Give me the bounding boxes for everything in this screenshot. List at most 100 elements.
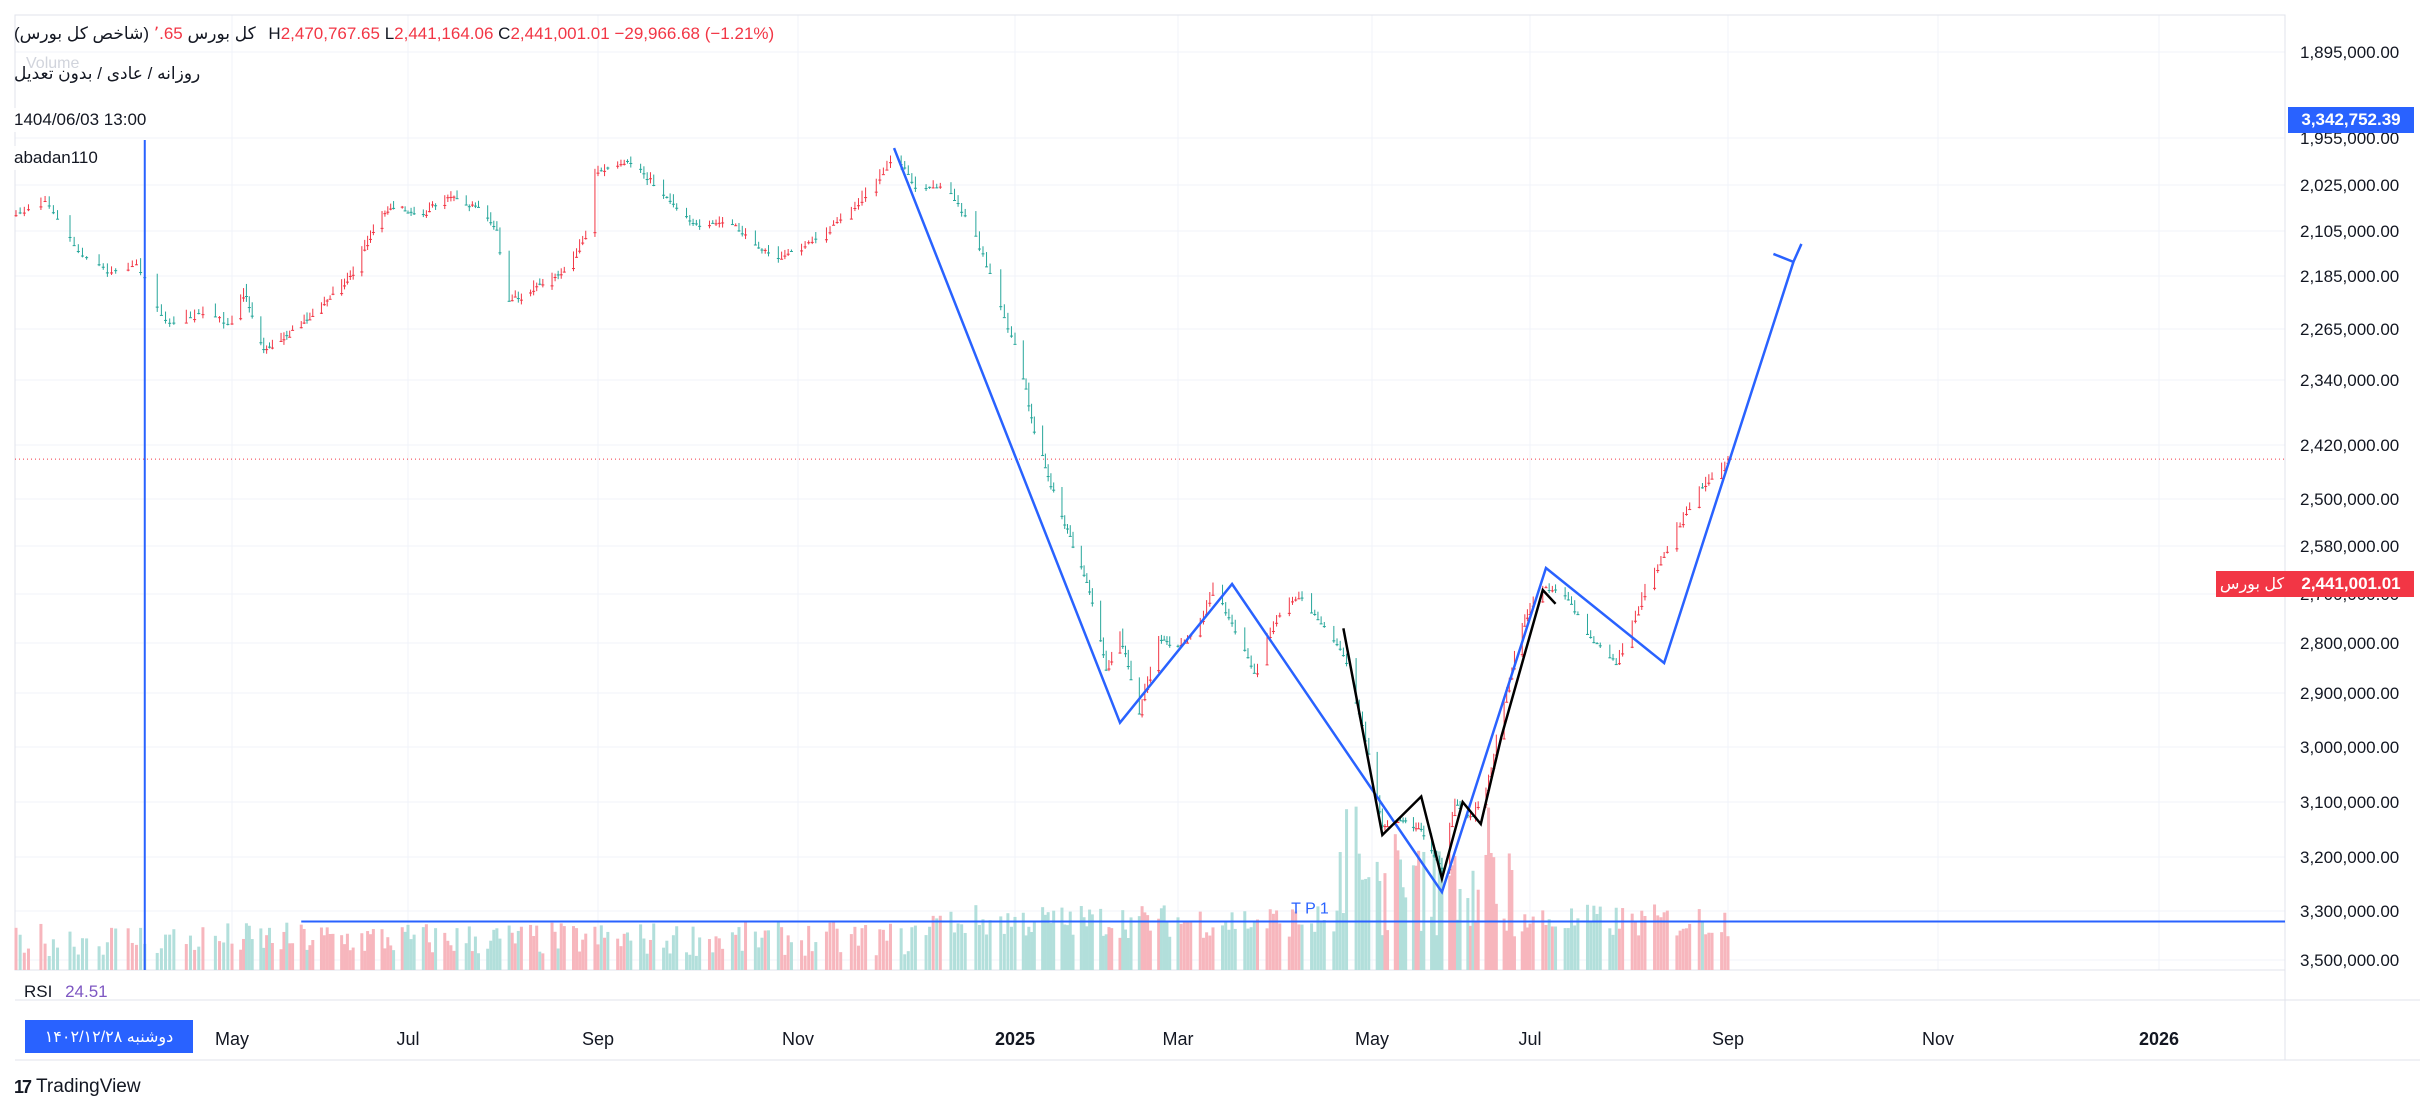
candle (1300, 591, 1304, 602)
candle-body (26, 209, 30, 211)
candle (780, 251, 784, 260)
candle (386, 206, 390, 215)
candle-body (757, 247, 761, 249)
crosshair-date-flag: دوشنبه ۱۴۰۲/۱۲/۲۸ (25, 1020, 193, 1053)
candle (1162, 635, 1166, 641)
y-tick-label: 2,105,000.00 (2300, 222, 2399, 241)
candle-body (1126, 665, 1130, 667)
volume-bar (599, 925, 603, 970)
candle-body (714, 223, 718, 225)
candle (807, 240, 811, 245)
volume-bar (766, 930, 770, 970)
rsi-legend[interactable]: RSI 24.51 (24, 982, 108, 1002)
candle (14, 210, 18, 217)
volume-bar (835, 928, 839, 970)
volume-bar (1404, 897, 1408, 970)
candle-body (698, 225, 702, 227)
volume-bar (1137, 916, 1141, 970)
close-value: 2,441,001.01 (510, 24, 610, 43)
volume-bar (1608, 928, 1612, 970)
candle-body (924, 188, 928, 190)
candle-body (553, 277, 557, 279)
volume-bar (265, 935, 269, 970)
volume-bar (380, 929, 384, 970)
candle (1656, 564, 1660, 574)
volume-bar (1143, 912, 1147, 970)
candle (1440, 857, 1444, 873)
candle (1090, 588, 1094, 607)
volume-bar (800, 940, 804, 970)
volume-bar (319, 927, 323, 970)
volume-bar (593, 926, 597, 970)
candle (1290, 596, 1294, 605)
candle-body (949, 193, 953, 195)
candle (134, 259, 138, 266)
candle (1287, 597, 1291, 617)
candle (1688, 502, 1692, 511)
candle (197, 309, 201, 315)
candle-body (1211, 594, 1215, 596)
volume-bar (279, 949, 283, 970)
volume-bar (928, 926, 932, 970)
volume-bar (1430, 916, 1434, 970)
candle-body (878, 179, 882, 181)
candle (22, 206, 26, 217)
y-tick-label: 3,200,000.00 (2300, 848, 2399, 867)
candle (642, 166, 646, 179)
plot-frame (14, 14, 2286, 971)
volume-bar (1541, 910, 1545, 970)
candle (629, 156, 633, 168)
candle (1006, 312, 1010, 333)
candle (665, 196, 669, 199)
candle (1211, 582, 1215, 596)
volume-bar (1432, 851, 1436, 970)
volume-bar (619, 946, 623, 970)
volume-bar (244, 923, 248, 970)
candle-body (348, 275, 352, 277)
volume-bar (1653, 904, 1657, 970)
volume-bar (578, 951, 582, 970)
candle (1021, 340, 1025, 380)
candle (913, 176, 917, 192)
volume-bar (1032, 922, 1036, 970)
candle (688, 215, 692, 226)
candle-body (244, 296, 248, 298)
candle (412, 206, 416, 216)
candle-body (1550, 590, 1554, 592)
candle (1598, 642, 1602, 648)
volume-bar (1110, 928, 1114, 970)
tp1-label: T P 1 (1291, 900, 1329, 917)
volume-bar (1437, 851, 1441, 970)
candle (1570, 596, 1574, 605)
candle (1630, 620, 1634, 649)
candle-body (1662, 556, 1666, 558)
volume-bar (881, 929, 885, 970)
candle-body (322, 304, 326, 306)
volume-bar (1720, 932, 1724, 970)
volume-bar (18, 934, 22, 970)
candle-body (1554, 589, 1558, 591)
volume-bar (516, 930, 520, 970)
tradingview-brand[interactable]: 17 TradingView (14, 1076, 141, 1098)
candle-body (1186, 642, 1190, 644)
candle (201, 306, 205, 319)
volume-bar (1107, 927, 1111, 970)
candle (1159, 634, 1163, 644)
volume-bar (383, 948, 387, 970)
candle (1126, 649, 1130, 670)
candle-body (1256, 673, 1260, 675)
candle-body (1710, 478, 1714, 480)
candle-body (1159, 639, 1163, 641)
candle (652, 174, 656, 187)
candle (639, 163, 643, 173)
candle-body (443, 204, 447, 206)
candle (159, 304, 163, 316)
volume-bar (427, 942, 431, 970)
volume-bar (1071, 934, 1075, 970)
candle (270, 339, 274, 350)
volume-bar (1466, 898, 1470, 970)
candle (645, 172, 649, 186)
candle (1332, 625, 1336, 643)
volume-bar (856, 945, 860, 970)
